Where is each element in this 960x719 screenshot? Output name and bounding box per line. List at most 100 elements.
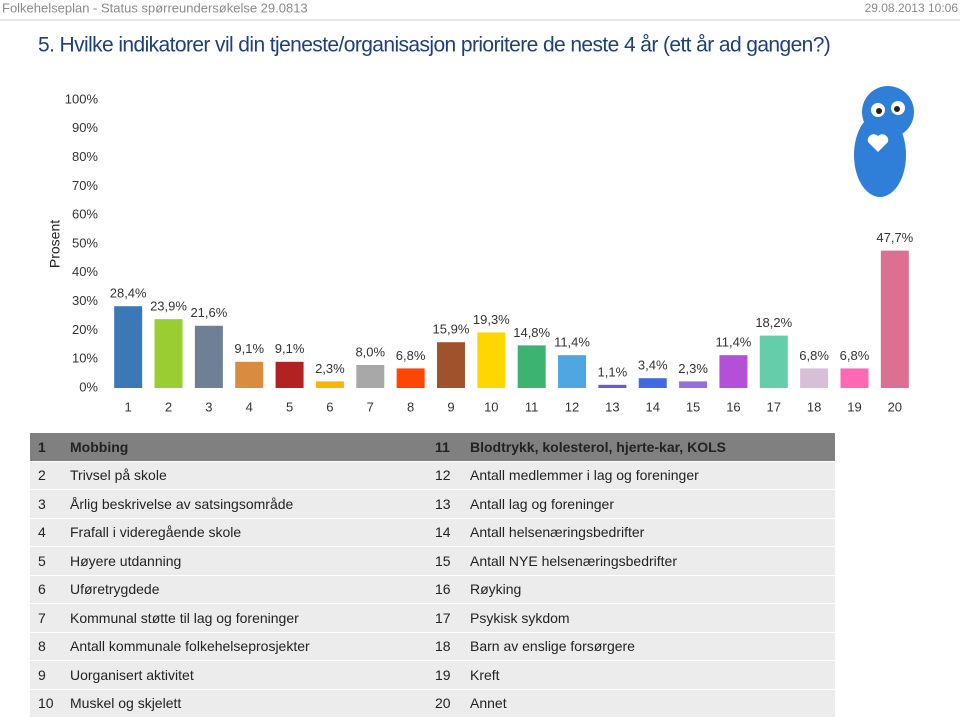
y-axis-label: Prosent: [47, 220, 63, 268]
x-tick-label: 8: [407, 399, 414, 414]
bar: [679, 381, 708, 388]
bar: [194, 325, 223, 388]
x-tick-label: 18: [807, 399, 821, 414]
value-label: 14,8%: [513, 325, 550, 340]
y-tick-label: 60%: [72, 207, 98, 222]
value-label: 23,9%: [150, 299, 187, 314]
bar: [477, 332, 506, 388]
bar: [235, 361, 264, 388]
table-cell: 12: [435, 467, 451, 484]
table-cell: 19: [435, 666, 451, 683]
table-cell: 14: [435, 524, 451, 541]
table-cell: 17: [435, 609, 451, 626]
table-cell: 10: [38, 695, 54, 712]
value-label: 2,3%: [315, 361, 345, 376]
table-cell: 4: [38, 524, 46, 541]
x-tick-label: 10: [484, 399, 498, 414]
table-cell: Frafall i videregående skole: [70, 524, 242, 541]
value-label: 6,8%: [799, 348, 829, 363]
value-label: 47,7%: [876, 230, 913, 245]
x-tick-label: 17: [767, 399, 781, 414]
x-tick-label: 20: [888, 399, 902, 414]
table-cell: 8: [38, 638, 46, 655]
bar: [396, 368, 425, 388]
table-cell: 1: [38, 438, 46, 455]
table-cell: Barn av enslige forsørgere: [470, 638, 635, 655]
value-label: 1,1%: [598, 364, 628, 379]
y-tick-label: 70%: [72, 178, 98, 193]
value-label: 18,2%: [755, 315, 792, 330]
value-label: 6,8%: [840, 348, 870, 363]
table-cell: Antall lag og foreninger: [470, 495, 614, 512]
y-tick-label: 10%: [72, 351, 98, 366]
y-tick-label: 50%: [72, 235, 98, 250]
table-cell: 13: [435, 495, 451, 512]
header-right: 29.08.2013 10:06: [865, 1, 959, 15]
x-tick-label: 6: [326, 399, 333, 414]
table-cell: Antall NYE helsenæringsbedrifter: [470, 552, 677, 569]
y-tick-label: 40%: [72, 264, 98, 279]
table-row: 5 Høyere utdanning 15 Antall NYE helsenærin…: [30, 547, 835, 576]
bar: [315, 381, 344, 388]
bar: [275, 361, 304, 388]
y-tick-label: 80%: [72, 149, 98, 164]
table-cell: Antall medlemmer i lag og foreninger: [470, 467, 699, 484]
value-label: 2,3%: [678, 361, 708, 376]
x-tick-label: 3: [205, 399, 212, 414]
y-tick-label: 0%: [79, 379, 98, 394]
x-tick-label: 14: [645, 399, 659, 414]
bar: [719, 355, 748, 388]
table-cell: 15: [435, 552, 451, 569]
x-tick-label: 5: [286, 399, 293, 414]
bar: [759, 335, 788, 388]
y-tick-label: 90%: [72, 120, 98, 135]
y-tick-label: 100%: [65, 91, 99, 106]
table-cell: Muskel og skjelett: [70, 695, 182, 712]
chart: Folkehelseplan - Status spørreundersøkel…: [0, 0, 960, 414]
x-tick-label: 13: [605, 399, 619, 414]
table-cell: Annet: [470, 695, 507, 712]
x-tick-label: 9: [447, 399, 454, 414]
value-label: 15,9%: [433, 322, 470, 337]
bar: [638, 378, 667, 388]
x-tick-label: 1: [125, 399, 132, 414]
bar: [880, 250, 909, 388]
table-row: 7 Kommunal støtte til lag og foreninger 17…: [30, 604, 835, 633]
legend-table: 1 Mobbing 11 Blodtrykk, kolesterol, hjerte-…: [30, 433, 835, 718]
value-label: 28,4%: [110, 286, 147, 301]
table-row: 8 Antall kommunale folkehelseprosjekter 18…: [30, 632, 835, 661]
table-cell: 7: [38, 609, 46, 626]
table-cell: Uføretrygdede: [70, 581, 160, 598]
table-cell: Kommunal støtte til lag og foreninger: [70, 609, 299, 626]
table-row: 3 Årlig beskrivelse av satsingsområde 13 An…: [30, 490, 835, 519]
bar: [114, 306, 143, 388]
table-cell: 5: [38, 552, 46, 569]
table-cell: 2: [38, 467, 46, 484]
value-label: 8,0%: [355, 344, 385, 359]
bar: [517, 345, 546, 388]
table-cell: Antall kommunale folkehelseprosjekter: [70, 638, 310, 655]
table-row: 6 Uføretrygdede 16 Røyking: [30, 575, 835, 604]
bar: [840, 368, 869, 388]
y-tick-label: 20%: [72, 322, 98, 337]
table-cell: Trivsel på skole: [70, 467, 167, 484]
table-row: 4 Frafall i videregående skole 14 Antall he…: [30, 518, 835, 547]
value-label: 9,1%: [275, 341, 305, 356]
table-cell: 3: [38, 495, 46, 512]
table-cell: 16: [435, 581, 451, 598]
table-cell: Psykisk sykdom: [470, 609, 570, 626]
value-label: 11,4%: [554, 335, 590, 350]
chart-title: 5. Hvilke indikatorer vil din tjeneste/o…: [38, 34, 830, 57]
table-row: 9 Uorganisert aktivitet 19 Kreft: [30, 661, 835, 690]
table-row: 2 Trivsel på skole 12 Antall medlemmer i la…: [30, 461, 835, 490]
table-cell: 20: [435, 695, 451, 712]
table-cell: Høyere utdanning: [70, 552, 182, 569]
bar: [356, 364, 385, 388]
table-cell: Blodtrykk, kolesterol, hjerte-kar, KOLS: [470, 438, 726, 455]
table-row: 10 Muskel og skjelett 20 Annet: [30, 689, 835, 718]
table-cell: 9: [38, 666, 46, 683]
value-label: 19,3%: [473, 312, 510, 327]
table-cell: 11: [435, 438, 450, 455]
table-cell: Mobbing: [70, 438, 129, 455]
